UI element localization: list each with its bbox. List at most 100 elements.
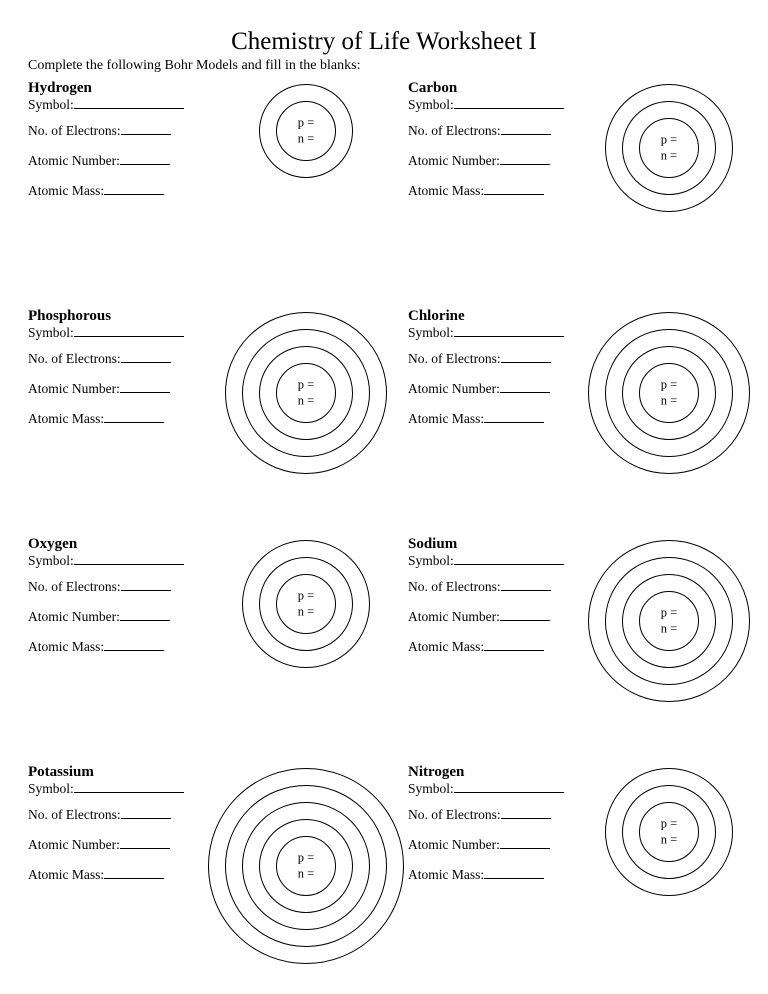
number-blank[interactable] bbox=[120, 164, 170, 165]
element-name: Chlorine bbox=[408, 308, 588, 325]
element-grid: HydrogenSymbol:No. of Electrons:Atomic N… bbox=[28, 80, 740, 924]
number-row: Atomic Number: bbox=[408, 381, 588, 397]
electrons-blank[interactable] bbox=[501, 590, 551, 591]
symbol-blank[interactable] bbox=[74, 336, 184, 337]
symbol-label: Symbol: bbox=[28, 325, 74, 341]
symbol-blank[interactable] bbox=[74, 792, 184, 793]
nucleus-label: p =n = bbox=[661, 605, 677, 636]
number-blank[interactable] bbox=[500, 392, 550, 393]
mass-label: Atomic Mass: bbox=[408, 183, 484, 199]
element-info: PhosphorousSymbol: No. of Electrons: Atomi… bbox=[28, 308, 208, 427]
number-blank[interactable] bbox=[500, 848, 550, 849]
number-label: Atomic Number: bbox=[408, 609, 500, 625]
symbol-label: Symbol: bbox=[28, 781, 74, 797]
symbol-label: Symbol: bbox=[408, 97, 454, 113]
electrons-blank[interactable] bbox=[501, 134, 551, 135]
element-name: Carbon bbox=[408, 80, 588, 97]
electrons-label: No. of Electrons: bbox=[28, 351, 121, 367]
element-name: Sodium bbox=[408, 536, 588, 553]
mass-row: Atomic Mass: bbox=[28, 639, 208, 655]
symbol-blank[interactable] bbox=[74, 564, 184, 565]
mass-label: Atomic Mass: bbox=[28, 183, 104, 199]
nucleus-label: p =n = bbox=[661, 816, 677, 847]
element-cell: PhosphorousSymbol: No. of Electrons: Atomi… bbox=[28, 308, 404, 468]
worksheet-instructions: Complete the following Bohr Models and f… bbox=[28, 58, 740, 74]
bohr-diagram-wrap: p =n = bbox=[588, 536, 750, 702]
symbol-label: Symbol: bbox=[408, 325, 454, 341]
number-blank[interactable] bbox=[120, 848, 170, 849]
number-row: Atomic Number: bbox=[28, 381, 208, 397]
symbol-row: Symbol: bbox=[408, 553, 588, 569]
electrons-label: No. of Electrons: bbox=[408, 351, 501, 367]
element-info: NitrogenSymbol: No. of Electrons: Atomic N… bbox=[408, 764, 588, 883]
mass-blank[interactable] bbox=[104, 878, 164, 879]
mass-blank[interactable] bbox=[104, 422, 164, 423]
symbol-blank[interactable] bbox=[454, 336, 564, 337]
bohr-diagram: p =n = bbox=[259, 84, 353, 178]
element-cell: CarbonSymbol: No. of Electrons: Atomic Num… bbox=[408, 80, 750, 240]
nucleus-label: p =n = bbox=[298, 588, 314, 619]
element-info: ChlorineSymbol: No. of Electrons: Atomic N… bbox=[408, 308, 588, 427]
element-info: SodiumSymbol: No. of Electrons: Atomic Num… bbox=[408, 536, 588, 655]
mass-row: Atomic Mass: bbox=[408, 183, 588, 199]
bohr-diagram: p =n = bbox=[588, 540, 750, 702]
electrons-blank[interactable] bbox=[121, 362, 171, 363]
bohr-diagram-wrap: p =n = bbox=[588, 764, 750, 896]
electrons-row: No. of Electrons: bbox=[408, 123, 588, 139]
electrons-row: No. of Electrons: bbox=[408, 351, 588, 367]
bohr-diagram-wrap: p =n = bbox=[588, 80, 750, 212]
number-label: Atomic Number: bbox=[408, 381, 500, 397]
element-info: CarbonSymbol: No. of Electrons: Atomic Num… bbox=[408, 80, 588, 199]
number-row: Atomic Number: bbox=[408, 837, 588, 853]
bohr-diagram: p =n = bbox=[208, 768, 404, 964]
bohr-diagram: p =n = bbox=[605, 84, 733, 212]
mass-label: Atomic Mass: bbox=[408, 411, 484, 427]
number-blank[interactable] bbox=[120, 620, 170, 621]
electrons-row: No. of Electrons: bbox=[28, 351, 208, 367]
electrons-blank[interactable] bbox=[121, 134, 171, 135]
element-name: Phosphorous bbox=[28, 308, 208, 325]
element-info: OxygenSymbol:No. of Electrons:Atomic Num… bbox=[28, 536, 208, 655]
number-row: Atomic Number: bbox=[28, 837, 208, 853]
nucleus-label: p =n = bbox=[661, 132, 677, 163]
number-blank[interactable] bbox=[500, 620, 550, 621]
symbol-row: Symbol: bbox=[28, 97, 208, 113]
number-blank[interactable] bbox=[120, 392, 170, 393]
electrons-row: No. of Electrons: bbox=[408, 807, 588, 823]
symbol-row: Symbol: bbox=[28, 553, 208, 569]
electrons-row: No. of Electrons: bbox=[28, 579, 208, 595]
symbol-row: Symbol: bbox=[408, 781, 588, 797]
mass-row: Atomic Mass: bbox=[28, 867, 208, 883]
electrons-blank[interactable] bbox=[501, 818, 551, 819]
electrons-blank[interactable] bbox=[121, 590, 171, 591]
element-info: PotassiumSymbol:No. of Electrons:Atomic … bbox=[28, 764, 208, 883]
symbol-label: Symbol: bbox=[408, 781, 454, 797]
mass-blank[interactable] bbox=[484, 650, 544, 651]
mass-blank[interactable] bbox=[484, 194, 544, 195]
mass-row: Atomic Mass: bbox=[408, 411, 588, 427]
mass-blank[interactable] bbox=[484, 422, 544, 423]
element-name: Nitrogen bbox=[408, 764, 588, 781]
number-row: Atomic Number: bbox=[408, 153, 588, 169]
electrons-blank[interactable] bbox=[121, 818, 171, 819]
mass-label: Atomic Mass: bbox=[28, 639, 104, 655]
bohr-diagram: p =n = bbox=[225, 312, 387, 474]
symbol-blank[interactable] bbox=[454, 108, 564, 109]
electrons-blank[interactable] bbox=[501, 362, 551, 363]
symbol-row: Symbol: bbox=[408, 97, 588, 113]
symbol-blank[interactable] bbox=[74, 108, 184, 109]
number-row: Atomic Number: bbox=[408, 609, 588, 625]
bohr-diagram: p =n = bbox=[605, 768, 733, 896]
mass-blank[interactable] bbox=[484, 878, 544, 879]
electrons-label: No. of Electrons: bbox=[408, 579, 501, 595]
element-cell: OxygenSymbol:No. of Electrons:Atomic Num… bbox=[28, 536, 404, 696]
symbol-blank[interactable] bbox=[454, 792, 564, 793]
mass-blank[interactable] bbox=[104, 650, 164, 651]
symbol-blank[interactable] bbox=[454, 564, 564, 565]
number-blank[interactable] bbox=[500, 164, 550, 165]
element-cell: SodiumSymbol: No. of Electrons: Atomic Num… bbox=[408, 536, 750, 696]
worksheet-title: Chemistry of Life Worksheet I bbox=[28, 28, 740, 56]
electrons-label: No. of Electrons: bbox=[28, 807, 121, 823]
bohr-diagram: p =n = bbox=[242, 540, 370, 668]
mass-blank[interactable] bbox=[104, 194, 164, 195]
